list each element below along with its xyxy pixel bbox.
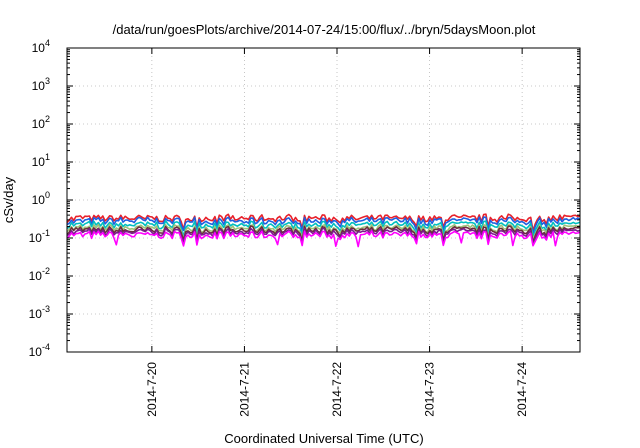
series-line-3 — [66, 220, 581, 238]
y-tick-label: 104 — [32, 38, 50, 55]
y-tick-label: 103 — [32, 76, 50, 93]
y-tick-label: 10-4 — [29, 342, 50, 359]
y-tick-label: 100 — [32, 190, 50, 207]
x-tick-label: 2014-7-23 — [423, 362, 437, 417]
grid — [67, 48, 580, 352]
series-line-2 — [66, 216, 581, 235]
y-tick-label: 102 — [32, 114, 50, 131]
x-tick-label: 2014-7-22 — [330, 362, 344, 417]
series-line-7 — [66, 230, 581, 248]
x-tick-label: 2014-7-20 — [145, 362, 159, 417]
y-tick-label: 10-3 — [29, 304, 50, 321]
x-axis-ticks: 2014-7-20 2014-7-21 2014-7-22 2014-7-23 2014… — [145, 48, 529, 417]
y-axis-ticks: 104 103 102 101 100 10-1 10-2 10-3 10-4 — [29, 38, 580, 359]
x-axis-label: Coordinated Universal Time (UTC) — [224, 431, 423, 446]
y-tick-label: 10-2 — [29, 266, 50, 283]
chart-title: /data/run/goesPlots/archive/2014-07-24/1… — [113, 22, 536, 37]
y-tick-label: 101 — [32, 152, 50, 169]
series-line-1 — [66, 213, 581, 232]
series-line-6 — [66, 227, 581, 246]
y-axis-label: cSv/day — [1, 176, 16, 223]
x-tick-label: 2014-7-24 — [515, 362, 529, 417]
series-line-5 — [66, 225, 581, 243]
y-tick-label: 10-1 — [29, 228, 50, 245]
series-line-4 — [66, 223, 581, 241]
series-group — [66, 213, 581, 248]
x-tick-label: 2014-7-21 — [237, 362, 251, 417]
